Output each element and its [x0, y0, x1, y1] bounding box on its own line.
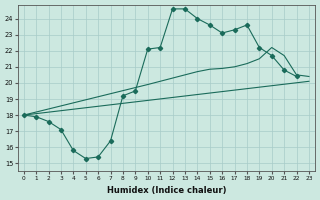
X-axis label: Humidex (Indice chaleur): Humidex (Indice chaleur) — [107, 186, 226, 195]
